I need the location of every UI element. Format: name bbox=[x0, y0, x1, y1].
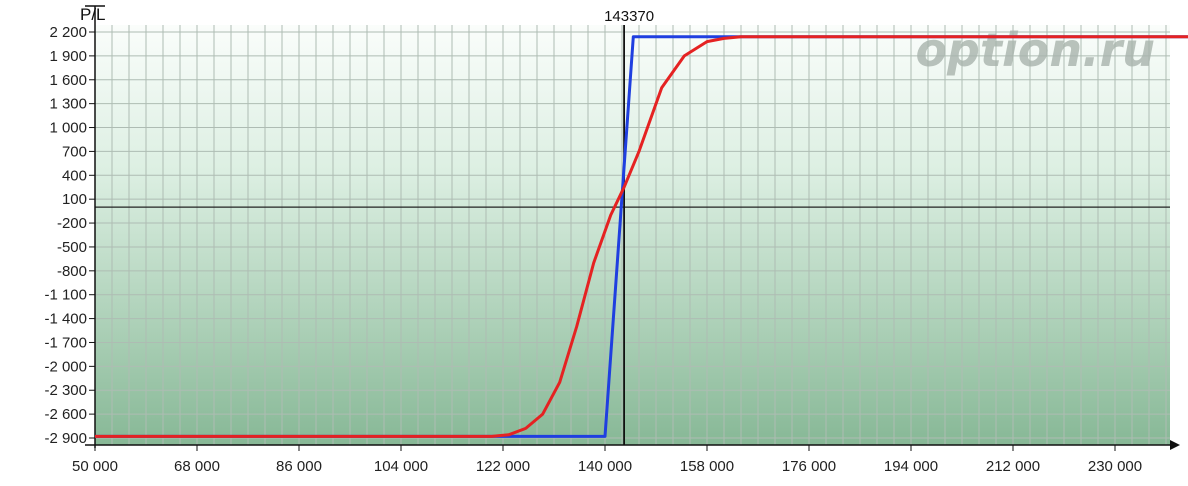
y-tick-label: 1 000 bbox=[49, 120, 87, 137]
current-price-label: 143370 bbox=[604, 8, 654, 25]
series-lines bbox=[95, 35, 1188, 438]
x-tick-label: 50 000 bbox=[72, 458, 118, 475]
x-axis-arrow bbox=[1170, 440, 1180, 450]
series-line bbox=[95, 35, 1188, 438]
tick-labels: 2 200 1 900 1 600 1 300 1 000 700 400 100 -200 -5… bbox=[44, 24, 1142, 475]
grid-lines bbox=[94, 25, 1170, 445]
x-tick-label: 122 000 bbox=[476, 458, 530, 475]
y-axis-title: P/L bbox=[80, 5, 106, 24]
x-tick-label: 230 000 bbox=[1088, 458, 1142, 475]
y-tick-label: -200 bbox=[57, 215, 87, 232]
y-tick-label: -500 bbox=[57, 239, 87, 256]
plot-background bbox=[95, 25, 1170, 445]
x-tick-label: 68 000 bbox=[174, 458, 220, 475]
x-tick-label: 104 000 bbox=[374, 458, 428, 475]
x-tick-label: 212 000 bbox=[986, 458, 1040, 475]
watermark-text: option.ru bbox=[915, 23, 1155, 77]
y-tick-label: 1 300 bbox=[49, 96, 87, 113]
y-tick-label: 1 600 bbox=[49, 72, 87, 89]
y-tick-label: -2 600 bbox=[44, 406, 87, 423]
x-tick-label: 140 000 bbox=[578, 458, 632, 475]
y-tick-label: -1 400 bbox=[44, 311, 87, 328]
axes bbox=[85, 5, 1180, 451]
y-tick-label: -2 000 bbox=[44, 358, 87, 375]
y-tick-label: -1 700 bbox=[44, 334, 87, 351]
x-tick-label: 158 000 bbox=[680, 458, 734, 475]
y-tick-label: -2 900 bbox=[44, 430, 87, 447]
x-tick-label: 194 000 bbox=[884, 458, 938, 475]
y-tick-label: 700 bbox=[62, 143, 87, 160]
y-tick-label: 1 900 bbox=[49, 48, 87, 65]
y-tick-label: 2 200 bbox=[49, 24, 87, 41]
y-tick-label: -2 300 bbox=[44, 382, 87, 399]
y-tick-label: -800 bbox=[57, 263, 87, 280]
y-tick-label: -1 100 bbox=[44, 287, 87, 304]
x-tick-label: 176 000 bbox=[782, 458, 836, 475]
y-tick-label: 100 bbox=[62, 191, 87, 208]
y-tick-label: 400 bbox=[62, 167, 87, 184]
x-tick-label: 86 000 bbox=[276, 458, 322, 475]
